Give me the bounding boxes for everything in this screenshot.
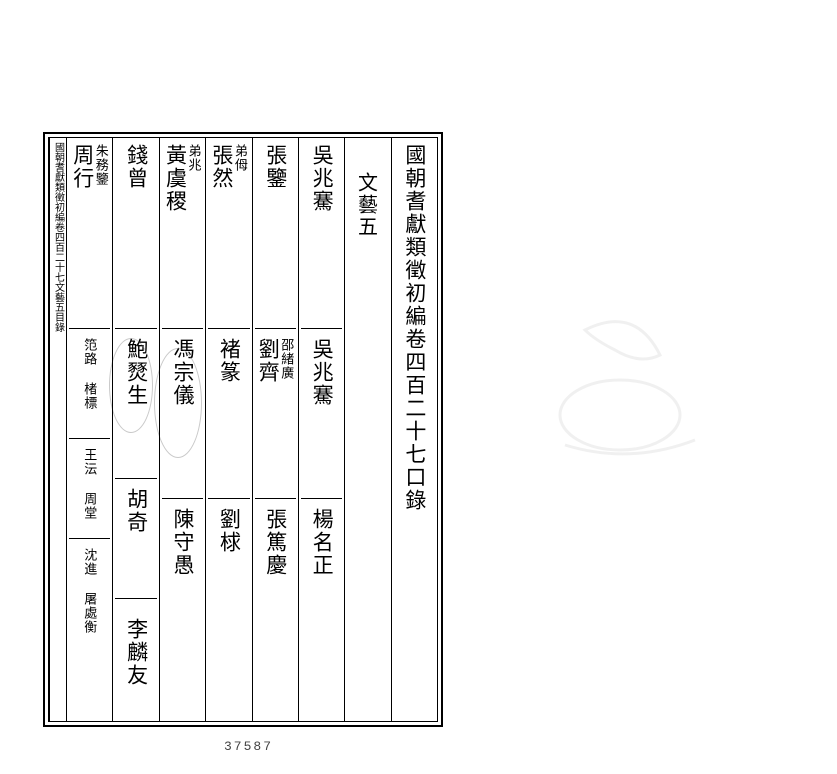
entry-annotation: 王沄 周堂	[83, 448, 96, 520]
column-container: 國朝耆獻類徵初編卷四百二十七口錄 文藝五 吳兆騫 吳兆騫 楊名正 張鑒 劉齊	[49, 138, 437, 721]
divider	[162, 498, 203, 499]
name-column-3: 黃虞稷 弟兆 馮宗儀 陳守愚	[160, 138, 206, 721]
divider	[301, 498, 342, 499]
entry-name: 張然	[211, 144, 232, 190]
annotation-oval	[109, 338, 153, 433]
entry-name: 吳兆騫	[311, 338, 332, 407]
entry-name: 劉梂	[218, 508, 239, 554]
divider	[301, 328, 342, 329]
book-title: 國朝耆獻類徵初編卷四百二十七口錄	[404, 144, 425, 512]
entry-annotation: 弟兆	[187, 144, 200, 213]
entry-annotation: 沈進 屠處衡	[83, 548, 96, 634]
entry-annotation: 朱務鑒	[95, 144, 108, 190]
divider	[69, 438, 110, 439]
entry-name: 錢曾	[126, 144, 147, 190]
entry-name: 胡奇	[126, 488, 147, 534]
name-column-2: 張然 弟㑄 褚篆 劉梂	[206, 138, 252, 721]
watermark-icon	[545, 310, 715, 470]
entry-name: 劉齊	[257, 338, 278, 384]
inner-frame: 國朝耆獻類徵初編卷四百二十七口錄 文藝五 吳兆騫 吳兆騫 楊名正 張鑒 劉齊	[48, 137, 438, 722]
entry-name: 吳兆騫	[311, 144, 332, 213]
name-column-0: 吳兆騫 吳兆騫 楊名正	[299, 138, 345, 721]
entry-name: 周行	[72, 144, 93, 190]
divider	[255, 498, 296, 499]
entry-annotation: 弟㑄	[234, 144, 247, 190]
divider	[69, 328, 110, 329]
divider	[115, 598, 156, 599]
entry-name: 李麟友	[126, 618, 147, 687]
entry-annotation: 笵路 楮標	[83, 338, 96, 410]
entry-name: 張篤慶	[265, 508, 286, 577]
divider	[208, 328, 249, 329]
page-frame: 國朝耆獻類徵初編卷四百二十七口錄 文藝五 吳兆騫 吳兆騫 楊名正 張鑒 劉齊	[43, 132, 443, 727]
entry-name: 陳守愚	[172, 508, 193, 577]
name-column-4: 錢曾 鮑燹生 胡奇 李麟友	[113, 138, 159, 721]
divider	[115, 328, 156, 329]
annotation-oval	[154, 348, 202, 458]
divider	[162, 328, 203, 329]
section-column: 文藝五	[345, 138, 391, 721]
name-column-5: 周行 朱務鑒 笵路 楮標 王沄 周堂 沈進 屠處衡	[67, 138, 113, 721]
name-column-1: 張鑒 劉齊 邵緒廣 張篤慶	[253, 138, 299, 721]
entry-name: 楊名正	[311, 508, 332, 577]
section-heading: 文藝五	[351, 144, 380, 238]
entry-name: 褚篆	[218, 338, 239, 384]
entry-annotation: 邵緒廣	[280, 338, 293, 384]
spine-text: 國朝耆獻類徵初編卷四百二十七文藝五目錄	[51, 142, 66, 721]
entry-name: 黃虞稷	[164, 144, 185, 213]
divider	[208, 498, 249, 499]
divider	[115, 478, 156, 479]
divider	[255, 328, 296, 329]
spine-column: 國朝耆獻類徵初編卷四百二十七文藝五目錄	[49, 138, 67, 721]
divider	[69, 538, 110, 539]
entry-name: 張鑒	[265, 144, 286, 190]
title-column: 國朝耆獻類徵初編卷四百二十七口錄	[392, 138, 437, 721]
page-number: 37587	[224, 739, 273, 754]
